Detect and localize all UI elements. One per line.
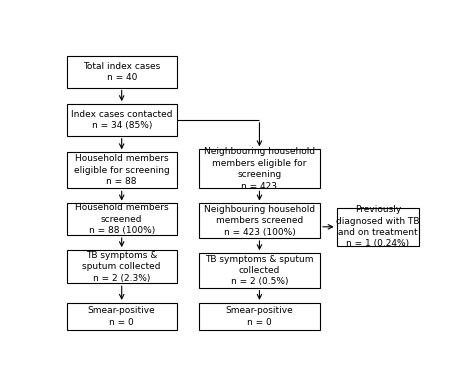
FancyBboxPatch shape	[66, 152, 177, 188]
Text: TB symptoms &
sputum collected
n = 2 (2.3%): TB symptoms & sputum collected n = 2 (2.…	[82, 251, 161, 283]
FancyBboxPatch shape	[66, 250, 177, 283]
Text: Previously
diagnosed with TB
and on treatment
n = 1 (0.24%): Previously diagnosed with TB and on trea…	[336, 205, 419, 249]
FancyBboxPatch shape	[66, 56, 177, 88]
FancyBboxPatch shape	[337, 208, 419, 246]
Text: Smear-positive
n = 0: Smear-positive n = 0	[226, 306, 293, 326]
FancyBboxPatch shape	[199, 253, 320, 288]
Text: TB symptoms & sputum
collected
n = 2 (0.5%): TB symptoms & sputum collected n = 2 (0.…	[205, 255, 314, 287]
FancyBboxPatch shape	[199, 303, 320, 330]
Text: Household members
screened
n = 88 (100%): Household members screened n = 88 (100%)	[75, 203, 169, 235]
Text: Total index cases
n = 40: Total index cases n = 40	[83, 61, 160, 82]
FancyBboxPatch shape	[66, 203, 177, 235]
Text: Neighbouring household
members eligible for
screening
n = 423: Neighbouring household members eligible …	[204, 147, 315, 190]
Text: Smear-positive
n = 0: Smear-positive n = 0	[88, 306, 155, 326]
FancyBboxPatch shape	[199, 149, 320, 188]
FancyBboxPatch shape	[199, 203, 320, 238]
Text: Neighbouring household
members screened
n = 423 (100%): Neighbouring household members screened …	[204, 205, 315, 237]
Text: Index cases contacted
n = 34 (85%): Index cases contacted n = 34 (85%)	[71, 110, 173, 130]
FancyBboxPatch shape	[66, 303, 177, 330]
FancyBboxPatch shape	[66, 104, 177, 136]
Text: Household members
eligible for screening
n = 88: Household members eligible for screening…	[74, 154, 170, 186]
